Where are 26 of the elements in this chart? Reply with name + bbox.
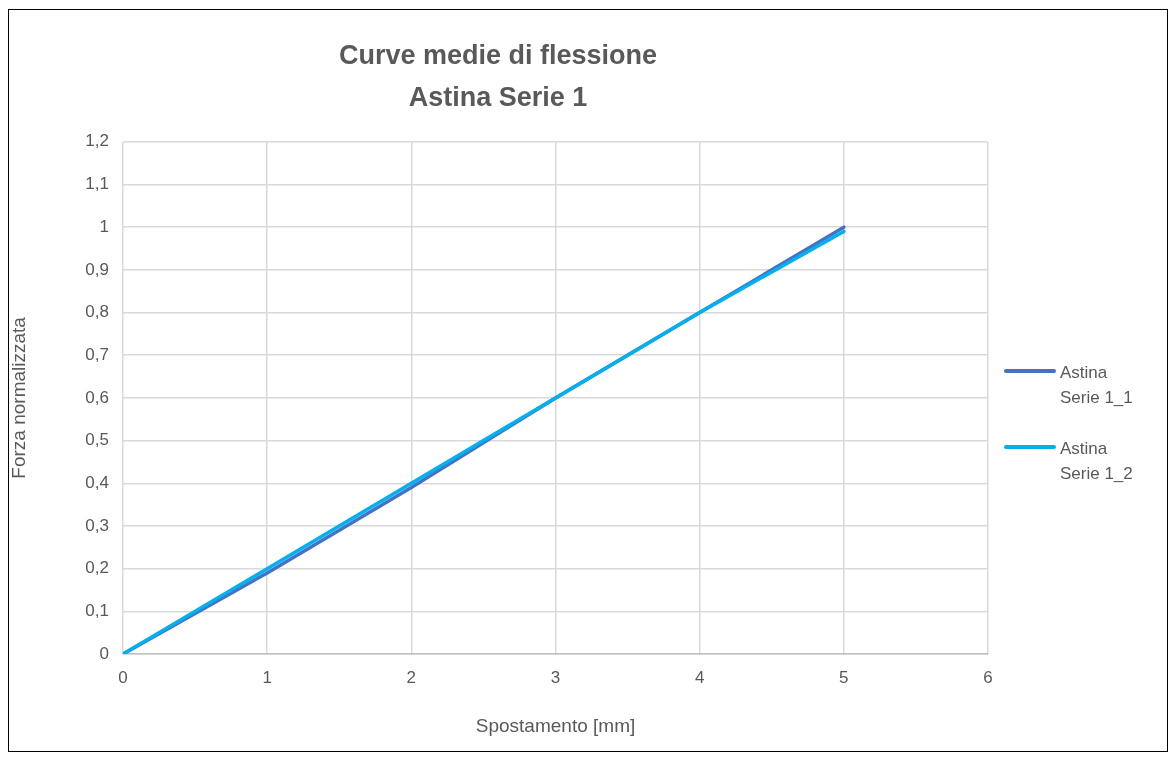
y-tick-label: 0,4 (85, 472, 109, 492)
y-tick-label: 0,3 (85, 515, 109, 535)
y-tick-label: 0,8 (85, 302, 109, 322)
x-tick-label: 2 (406, 667, 417, 687)
legend-label: Astina Serie 1_1 (1060, 362, 1134, 409)
y-tick-label: 1,2 (85, 131, 109, 151)
y-tick-label: 0,9 (85, 259, 109, 279)
x-tick-label: 4 (694, 667, 705, 687)
chart-title: Curve medie di flessione (338, 39, 658, 70)
y-tick-label: 0 (99, 643, 109, 663)
y-tick-label: 1 (99, 216, 109, 236)
x-tick-label: 3 (550, 667, 561, 687)
legend-label: Astina Serie 1_2 (1060, 438, 1134, 485)
y-tick-label: 0,7 (85, 344, 109, 364)
y-tick-label: 0,6 (85, 387, 109, 407)
x-axis-title: Spostamento [mm] (475, 714, 636, 736)
y-axis-title: Forza normalizzata (7, 316, 29, 479)
x-tick-label: 6 (983, 667, 993, 687)
y-tick-label: 1,1 (85, 174, 109, 194)
chart-subtitle: Astina Serie 1 (408, 82, 588, 113)
x-tick-label: 0 (118, 667, 128, 687)
y-tick-label: 0,1 (85, 601, 109, 620)
y-tick-label: 0,5 (85, 430, 109, 450)
x-tick-label: 5 (839, 667, 849, 687)
x-tick-label: 1 (262, 667, 272, 687)
y-tick-label: 0,2 (85, 558, 109, 578)
